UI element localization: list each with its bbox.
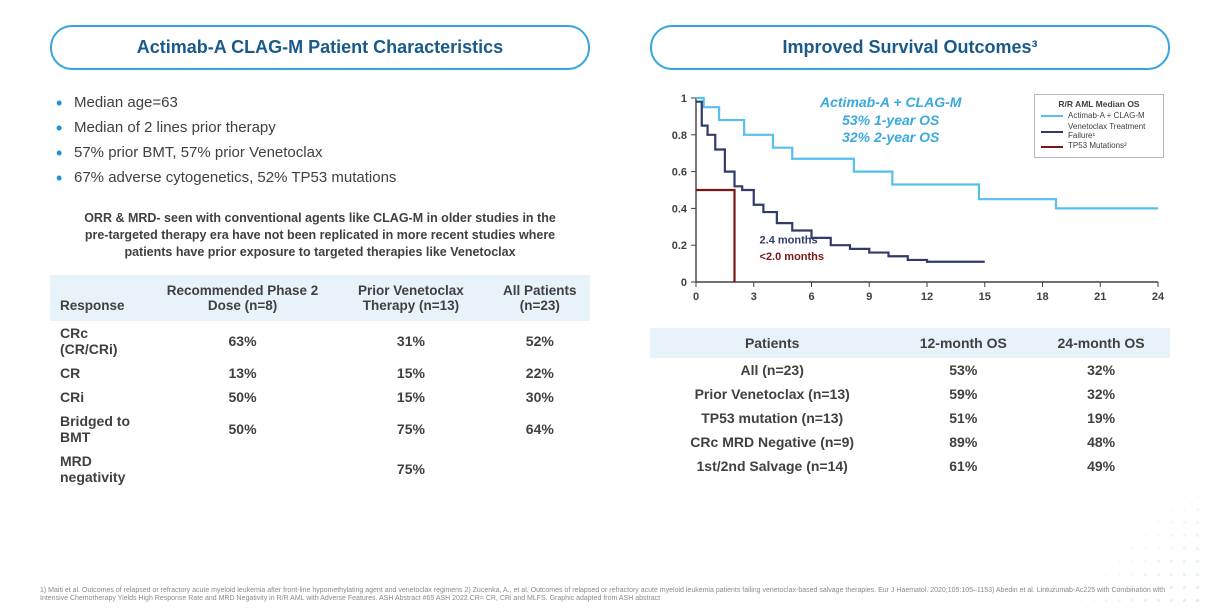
bullet-list: Median age=63 Median of 2 lines prior th… xyxy=(56,90,590,190)
table-cell: 48% xyxy=(1032,430,1170,454)
table-cell: 15% xyxy=(332,385,489,409)
legend-swatch xyxy=(1041,115,1063,117)
left-column: Actimab-A CLAG-M Patient Characteristics… xyxy=(50,25,590,489)
overlay-line: Actimab-A + CLAG-M xyxy=(820,94,961,112)
legend-row: TP53 Mutations² xyxy=(1041,142,1157,151)
table-cell: 75% xyxy=(332,449,489,489)
legend-row: Venetoclax Treatment Failure¹ xyxy=(1041,123,1157,141)
svg-text:0.2: 0.2 xyxy=(672,240,687,252)
svg-text:9: 9 xyxy=(866,291,872,303)
overlay-line: 53% 1-year OS xyxy=(820,112,961,130)
table-row: MRD negativity 75% xyxy=(50,449,590,489)
svg-text:1: 1 xyxy=(681,93,687,105)
table-cell: CR xyxy=(50,361,153,385)
svg-text:21: 21 xyxy=(1094,291,1106,303)
table-cell: 75% xyxy=(332,409,489,449)
legend-swatch xyxy=(1041,131,1063,133)
table-row: TP53 mutation (n=13)51%19% xyxy=(650,406,1170,430)
table-cell: CRi xyxy=(50,385,153,409)
chart-overlay: Actimab-A + CLAG-M 53% 1-year OS 32% 2-y… xyxy=(820,94,961,147)
bullet-item: Median age=63 xyxy=(56,90,590,115)
chart-legend: R/R AML Median OS Actimab-A + CLAG-M Vene… xyxy=(1034,94,1164,158)
table-row: All (n=23)53%32% xyxy=(650,358,1170,382)
os-table: Patients 12-month OS 24-month OS All (n=… xyxy=(650,328,1170,478)
table-cell: 59% xyxy=(894,382,1032,406)
table-cell: 32% xyxy=(1032,382,1170,406)
table-cell: All (n=23) xyxy=(650,358,894,382)
svg-text:24: 24 xyxy=(1152,291,1165,303)
slide: Actimab-A CLAG-M Patient Characteristics… xyxy=(0,0,1208,499)
table-row: CRc MRD Negative (n=9)89%48% xyxy=(650,430,1170,454)
legend-label: Venetoclax Treatment Failure¹ xyxy=(1068,123,1157,141)
table-header: Recommended Phase 2 Dose (n=8) xyxy=(153,275,332,321)
table-cell: 22% xyxy=(490,361,590,385)
table-header: Patients xyxy=(650,328,894,358)
legend-title: R/R AML Median OS xyxy=(1041,99,1157,109)
table-row: CRc (CR/CRi)63%31%52% xyxy=(50,321,590,361)
svg-text:0: 0 xyxy=(681,277,687,289)
svg-text:15: 15 xyxy=(979,291,991,303)
table-header: 12-month OS xyxy=(894,328,1032,358)
left-note: ORR & MRD- seen with conventional agents… xyxy=(50,204,590,275)
table-cell: 50% xyxy=(153,409,332,449)
table-cell: 1st/2nd Salvage (n=14) xyxy=(650,454,894,478)
legend-label: TP53 Mutations² xyxy=(1068,142,1157,151)
svg-text:0.4: 0.4 xyxy=(672,203,688,215)
overlay-line: 32% 2-year OS xyxy=(820,129,961,147)
table-cell: CRc MRD Negative (n=9) xyxy=(650,430,894,454)
response-table: Response Recommended Phase 2 Dose (n=8) … xyxy=(50,275,590,489)
left-title: Actimab-A CLAG-M Patient Characteristics xyxy=(50,25,590,70)
bullet-item: 57% prior BMT, 57% prior Venetoclax xyxy=(56,140,590,165)
table-cell: 61% xyxy=(894,454,1032,478)
table-cell: 64% xyxy=(490,409,590,449)
table-row: CR13%15%22% xyxy=(50,361,590,385)
table-cell xyxy=(490,449,590,489)
table-cell xyxy=(153,449,332,489)
table-row: Prior Venetoclax (n=13)59%32% xyxy=(650,382,1170,406)
table-cell: MRD negativity xyxy=(50,449,153,489)
table-cell: 52% xyxy=(490,321,590,361)
svg-text:12: 12 xyxy=(921,291,933,303)
svg-text:6: 6 xyxy=(808,291,814,303)
svg-text:0.8: 0.8 xyxy=(672,130,687,142)
table-cell: Prior Venetoclax (n=13) xyxy=(650,382,894,406)
right-column: Improved Survival Outcomes³ 0 3 6 9 12 15 18 21… xyxy=(650,25,1170,489)
legend-label: Actimab-A + CLAG-M xyxy=(1068,112,1157,121)
table-cell: TP53 mutation (n=13) xyxy=(650,406,894,430)
table-header: Prior Venetoclax Therapy (n=13) xyxy=(332,275,489,321)
table-cell: 49% xyxy=(1032,454,1170,478)
table-header: Response xyxy=(50,275,153,321)
table-cell: 19% xyxy=(1032,406,1170,430)
table-cell: CRc (CR/CRi) xyxy=(50,321,153,361)
footnote: 1) Maiti et al. Outcomes of relapsed or … xyxy=(40,587,1168,605)
svg-text:0: 0 xyxy=(693,291,699,303)
right-title: Improved Survival Outcomes³ xyxy=(650,25,1170,70)
table-cell: 51% xyxy=(894,406,1032,430)
table-cell: 50% xyxy=(153,385,332,409)
table-header: All Patients (n=23) xyxy=(490,275,590,321)
legend-row: Actimab-A + CLAG-M xyxy=(1041,112,1157,121)
table-cell: 63% xyxy=(153,321,332,361)
svg-text:3: 3 xyxy=(751,291,757,303)
svg-text:18: 18 xyxy=(1036,291,1048,303)
table-cell: 32% xyxy=(1032,358,1170,382)
legend-swatch xyxy=(1041,146,1063,148)
svg-text:<2.0 months: <2.0 months xyxy=(760,251,825,263)
table-cell: 53% xyxy=(894,358,1032,382)
table-header: 24-month OS xyxy=(1032,328,1170,358)
table-cell: 31% xyxy=(332,321,489,361)
svg-text:2.4 months: 2.4 months xyxy=(760,234,818,246)
bullet-item: Median of 2 lines prior therapy xyxy=(56,115,590,140)
table-row: Bridged to BMT50%75%64% xyxy=(50,409,590,449)
km-chart: 0 3 6 9 12 15 18 21 24 0 0.2 0.4 0.6 0.8 1 2.4 months <2… xyxy=(650,90,1170,310)
svg-text:0.6: 0.6 xyxy=(672,167,687,179)
table-row: 1st/2nd Salvage (n=14)61%49% xyxy=(650,454,1170,478)
table-cell: 89% xyxy=(894,430,1032,454)
table-cell: 13% xyxy=(153,361,332,385)
table-cell: Bridged to BMT xyxy=(50,409,153,449)
bullet-item: 67% adverse cytogenetics, 52% TP53 mutat… xyxy=(56,165,590,190)
table-cell: 30% xyxy=(490,385,590,409)
table-cell: 15% xyxy=(332,361,489,385)
table-row: CRi50%15%30% xyxy=(50,385,590,409)
